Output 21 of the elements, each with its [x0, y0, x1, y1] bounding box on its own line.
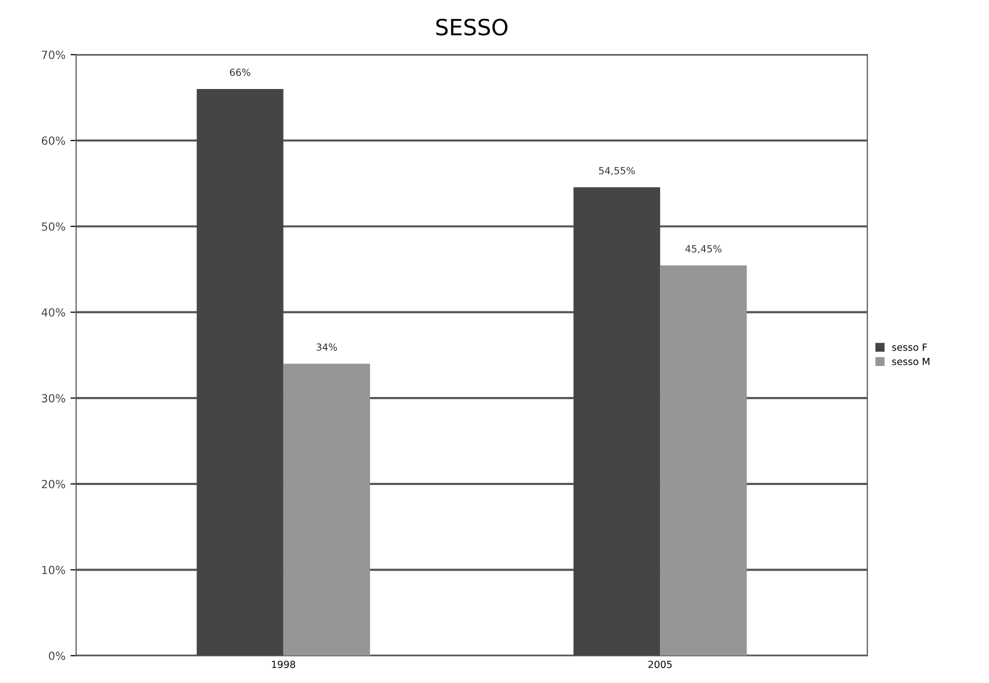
bar: [196, 88, 284, 656]
data-label: 66%: [230, 68, 250, 76]
y-tick-label: 70%: [42, 50, 66, 60]
x-tick-label: 1998: [272, 660, 296, 668]
data-label: 45,45%: [685, 245, 722, 254]
y-tick-label: 40%: [42, 308, 66, 317]
data-label: 54,55%: [599, 166, 635, 176]
y-tick-label: 20%: [42, 480, 66, 488]
bar: [573, 187, 660, 656]
y-tick-label: 50%: [42, 222, 66, 231]
bar: [283, 364, 370, 656]
legend-label: sesso M: [892, 358, 930, 366]
data-label: 34%: [316, 343, 337, 351]
y-tick-label: 10%: [42, 566, 66, 574]
y-tick-label: 60%: [42, 136, 66, 145]
y-tick-label: 30%: [42, 394, 66, 402]
legend-label: sesso F: [892, 344, 927, 351]
y-tick-label: 0%: [48, 652, 66, 660]
x-tick-label: 2005: [648, 660, 672, 668]
bar: [660, 265, 747, 656]
chart-title: SESSO: [436, 18, 508, 36]
